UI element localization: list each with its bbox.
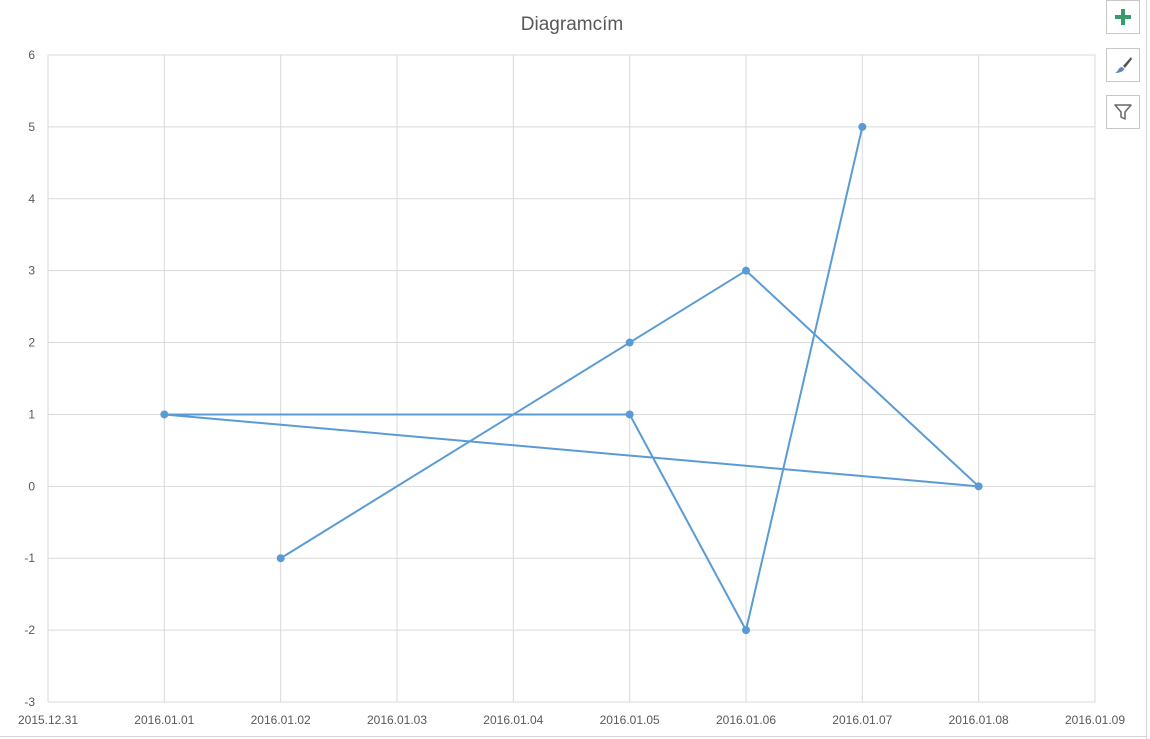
plus-icon [1115, 9, 1131, 25]
x-tick-label: 2015.12.31 [18, 713, 78, 727]
x-tick-label: 2016.01.07 [832, 713, 892, 727]
filter-icon [1114, 104, 1132, 120]
data-point [276, 554, 285, 563]
x-tick-label: 2016.01.01 [134, 713, 194, 727]
x-tick-label: 2016.01.09 [1065, 713, 1125, 727]
data-point [742, 266, 750, 275]
y-tick-label: 1 [28, 407, 35, 421]
data-point [625, 338, 634, 347]
chart-elements-button[interactable] [1106, 0, 1140, 34]
y-tick-label: 3 [28, 264, 35, 278]
y-tick-label: 4 [28, 192, 35, 206]
x-tick-label: 2016.01.05 [600, 713, 660, 727]
chart-border-right [1146, 0, 1147, 739]
data-point [742, 626, 750, 635]
y-tick-label: 6 [28, 48, 35, 62]
x-tick-label: 2016.01.02 [251, 713, 311, 727]
y-tick-label: 5 [28, 120, 35, 134]
y-tick-label: -2 [24, 623, 35, 637]
x-tick-label: 2016.01.03 [367, 713, 427, 727]
series-layer [160, 122, 983, 635]
y-tick-label: -3 [24, 695, 35, 709]
data-point [625, 410, 634, 419]
chart-title: Diagramcím [521, 14, 623, 35]
data-point [160, 410, 169, 419]
data-point [974, 482, 983, 491]
y-tick-label: 2 [28, 336, 35, 350]
x-tick-label: 2016.01.08 [949, 713, 1009, 727]
y-tick-label: 0 [28, 479, 35, 493]
x-tick-label: 2016.01.04 [483, 713, 543, 727]
chart-filters-button[interactable] [1106, 95, 1140, 129]
paintbrush-icon [1115, 57, 1132, 73]
tick-label-layer: -3 -2 -1 0 1 2 3 4 5 6 2015.12.31 2016.01.01 2016.01… [18, 48, 1125, 727]
chart-border-bottom [0, 736, 1147, 737]
chart-styles-button[interactable] [1106, 48, 1140, 82]
y-tick-label: -1 [24, 551, 35, 565]
x-tick-label: 2016.01.06 [716, 713, 776, 727]
data-point [858, 122, 867, 131]
series-line [163, 126, 980, 632]
